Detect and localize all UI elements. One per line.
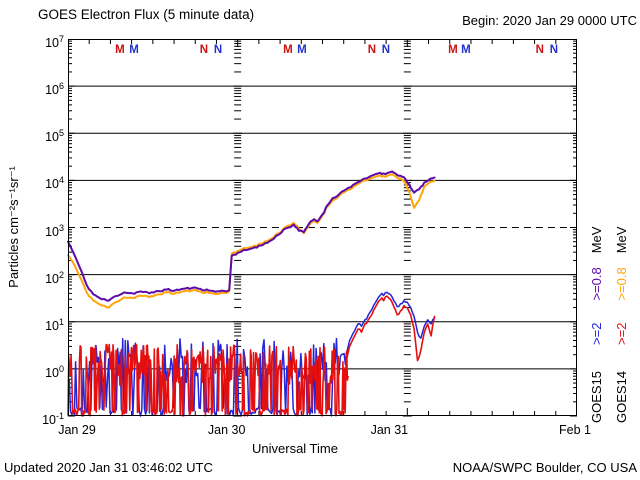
plot-frame [68,39,577,416]
series-goes14_2 [345,295,436,362]
x-axis-title: Universal Time [252,441,338,456]
legend-goes14-e2: >=2 [614,322,629,345]
legend-goes14-e08: >=0.8 [614,267,629,301]
y-tick-label: 105 [45,128,64,145]
marker-N: N [367,44,377,56]
y-tick-label: 10-1 [42,411,64,428]
marker-M: M [461,44,471,56]
x-tick-label: Feb 1 [559,423,591,437]
marker-M: M [297,44,307,56]
marker-M: M [115,44,125,56]
begin-time-label: Begin: 2020 Jan 29 0000 UTC [462,13,637,28]
y-tick-label: 106 [45,81,64,98]
legend-goes14-satellite: GOES14 [614,370,629,423]
legend-goes15-e2: >=2 [589,322,604,345]
series-goes14_08 [67,173,436,309]
plot-area [67,39,577,417]
y-tick-label: 104 [45,175,64,192]
x-tick-label: Jan 31 [370,423,409,437]
legend-goes14: GOES14 >=2 >=0.8 MeV [614,227,630,423]
series-goes15_2 [345,291,436,356]
marker-N: N [199,44,209,56]
series-noise-goes14_2 [67,343,349,417]
marker-N: N [381,44,391,56]
legend-goes15: GOES15 >=2 >=0.8 MeV [589,227,605,423]
legend-goes15-e08: >=0.8 [589,267,604,301]
marker-N: N [213,44,223,56]
x-tick-label: Jan 30 [207,423,246,437]
marker-N: N [549,44,559,56]
legend-goes15-satellite: GOES15 [589,370,604,423]
marker-M: M [129,44,139,56]
legend-goes15-mev: MeV [589,226,604,254]
y-tick-label: 102 [45,269,64,286]
legend-goes14-mev: MeV [614,226,629,254]
y-tick-label: 101 [45,316,64,333]
source-attribution: NOAA/SWPC Boulder, CO USA [452,460,637,475]
marker-M: M [283,44,293,56]
marker-M: M [448,44,458,56]
updated-timestamp: Updated 2020 Jan 31 03:46:02 UTC [4,460,213,475]
marker-N: N [535,44,544,56]
x-tick-label: Jan 29 [58,423,96,437]
series-goes15_08 [67,170,436,302]
y-tick-label: 107 [45,34,64,51]
y-tick-label: 100 [45,363,64,381]
chart-title: GOES Electron Flux (5 minute data) [38,7,255,22]
y-tick-label: 103 [45,222,64,239]
